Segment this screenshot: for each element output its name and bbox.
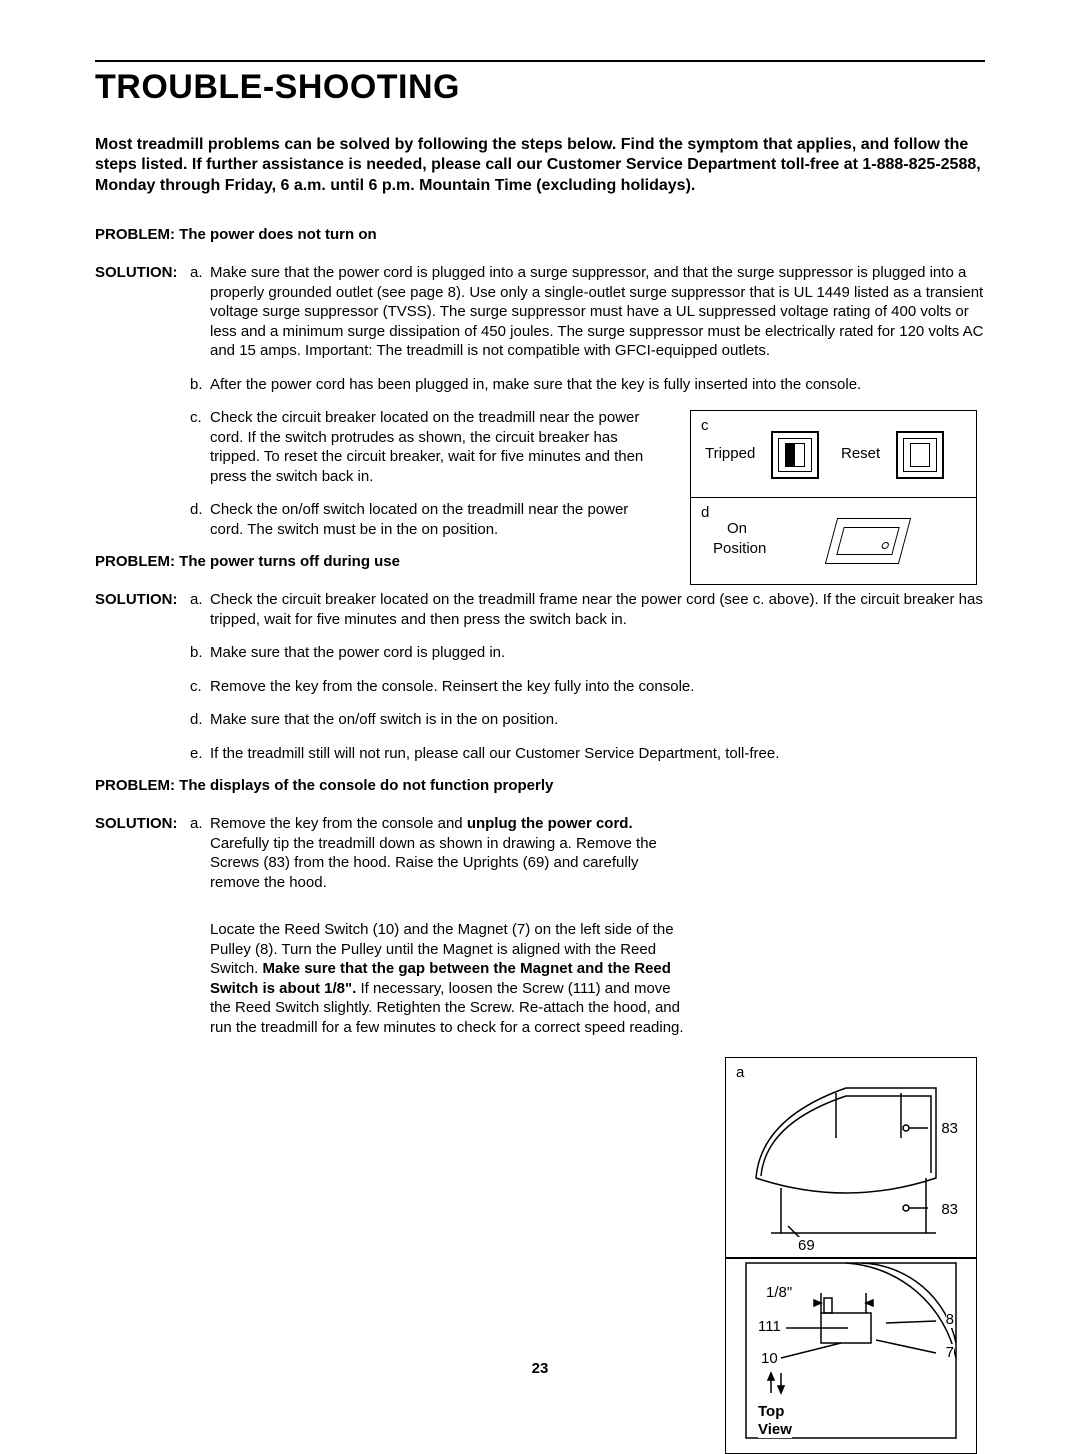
item-text: Make sure that the power cord is plugged… [210,263,985,361]
item-text: After the power cord has been plugged in… [210,375,985,395]
label-view: View [758,1421,792,1438]
item-letter: b. [190,643,210,663]
item-letter: a. [190,814,210,892]
text-run: Carefully tip the treadmill down as show… [210,835,657,891]
problem-1-heading: PROBLEM: The power does not turn on [95,226,985,243]
item-text: Check the circuit breaker located on the… [210,590,985,629]
problem-3-heading: PROBLEM: The displays of the console do … [95,777,985,794]
item-letter: d. [190,500,210,539]
p2-solution-c: c. Remove the key from the console. Rein… [95,677,985,697]
callout-83: 83 [941,1201,958,1218]
figure-tag: a [736,1064,744,1081]
item-letter: b. [190,375,210,395]
switch-plate-icon [825,518,911,564]
p2-solution-e: e. If the treadmill still will not run, … [95,744,985,764]
callout-111: 111 [758,1318,781,1335]
callout-gap: 1/8" [766,1284,792,1301]
item-letter [190,920,210,1037]
item-text: Locate the Reed Switch (10) and the Magn… [210,920,985,1037]
item-text: If the treadmill still will not run, ple… [210,744,985,764]
figure-tag: c [701,417,709,434]
p2-solution-b: b. Make sure that the power cord is plug… [95,643,985,663]
p1-solution-b: b. After the power cord has been plugged… [95,375,985,395]
label-top: Top [758,1403,784,1420]
intro-paragraph: Most treadmill problems can be solved by… [95,135,985,196]
switch-tripped-icon [771,431,819,479]
label-tripped: Tripped [705,445,755,462]
item-text: Make sure that the on/off switch is in t… [210,710,985,730]
figure-top-view: 1/8" 111 10 8 7 Top View [725,1257,977,1454]
item-letter: c. [190,677,210,697]
solution-label: SOLUTION: [95,263,190,361]
item-text: Remove the key from the console and unpl… [210,814,985,892]
switch-reset-icon [896,431,944,479]
figure-tag: d [701,504,709,521]
treadmill-drawing-icon [726,1058,976,1258]
text-run-bold: unplug the power cord. [467,815,633,832]
top-rule [95,60,985,62]
item-letter: a. [190,263,210,361]
text-run: Remove the key from the console and [210,815,467,832]
label-on: On [727,520,747,537]
item-letter: c. [190,408,210,486]
label-reset: Reset [841,445,880,462]
callout-69: 69 [798,1237,815,1254]
callout-7: 7 [946,1344,954,1361]
solution-label: SOLUTION: [95,590,190,629]
item-letter: e. [190,744,210,764]
solution-label: SOLUTION: [95,814,190,892]
item-text: Make sure that the power cord is plugged… [210,643,985,663]
page: TROUBLE-SHOOTING Most treadmill problems… [0,0,1080,1397]
figure-a: a 83 83 69 [725,1057,977,1259]
callout-83: 83 [941,1120,958,1137]
page-title: TROUBLE-SHOOTING [95,68,985,107]
figure-c-d: c Tripped Reset d On Position [690,410,977,585]
p1-solution-a: SOLUTION: a. Make sure that the power co… [95,263,985,361]
p2-solution-d: d. Make sure that the on/off switch is i… [95,710,985,730]
page-number: 23 [0,1360,1080,1377]
p3-solution-a1: SOLUTION: a. Remove the key from the con… [95,814,985,892]
figure-d: d On Position [691,497,976,584]
label-position: Position [713,540,766,557]
p2-solution-a: SOLUTION: a. Check the circuit breaker l… [95,590,985,629]
callout-8: 8 [946,1311,954,1328]
figure-c: c Tripped Reset [691,411,976,497]
item-text: Remove the key from the console. Reinser… [210,677,985,697]
p3-solution-a2: Locate the Reed Switch (10) and the Magn… [95,920,985,1037]
item-letter: a. [190,590,210,629]
item-letter: d. [190,710,210,730]
